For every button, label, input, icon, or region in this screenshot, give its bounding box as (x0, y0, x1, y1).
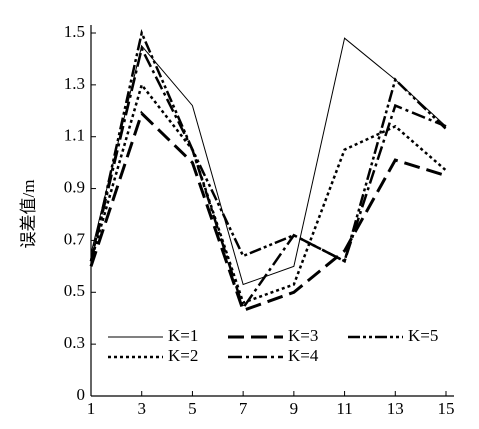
y-tick-label: 1.3 (64, 74, 85, 93)
series-line (90, 37, 447, 286)
y-tick-label: 0 (77, 385, 86, 404)
x-tick-label: 3 (137, 399, 146, 418)
x-tick-label: 1 (87, 399, 96, 418)
legend-label: K=4 (288, 346, 319, 365)
series-line (89, 28, 447, 263)
y-tick-label: 1.5 (64, 22, 85, 41)
x-tick-label: 13 (387, 399, 404, 418)
x-tick-label: 11 (336, 399, 352, 418)
y-tick-label: 0.3 (64, 333, 85, 352)
legend-label: K=3 (288, 326, 318, 345)
legend-label: K=1 (168, 326, 198, 345)
y-tick-label: 0.7 (64, 229, 86, 248)
x-tick-label: 9 (290, 399, 299, 418)
series-line (89, 44, 447, 311)
y-axis-label: 误差值/m (19, 180, 38, 249)
x-tick-label: 7 (239, 399, 248, 418)
legend-label: K=5 (408, 326, 438, 345)
series-line (89, 110, 447, 313)
x-tick-label: 15 (438, 399, 455, 418)
y-tick-label: 1.1 (64, 126, 85, 145)
y-tick-label: 0.9 (64, 177, 85, 196)
x-tick-label: 5 (188, 399, 197, 418)
y-tick-label: 0.5 (64, 281, 85, 300)
legend-label: K=2 (168, 346, 198, 365)
